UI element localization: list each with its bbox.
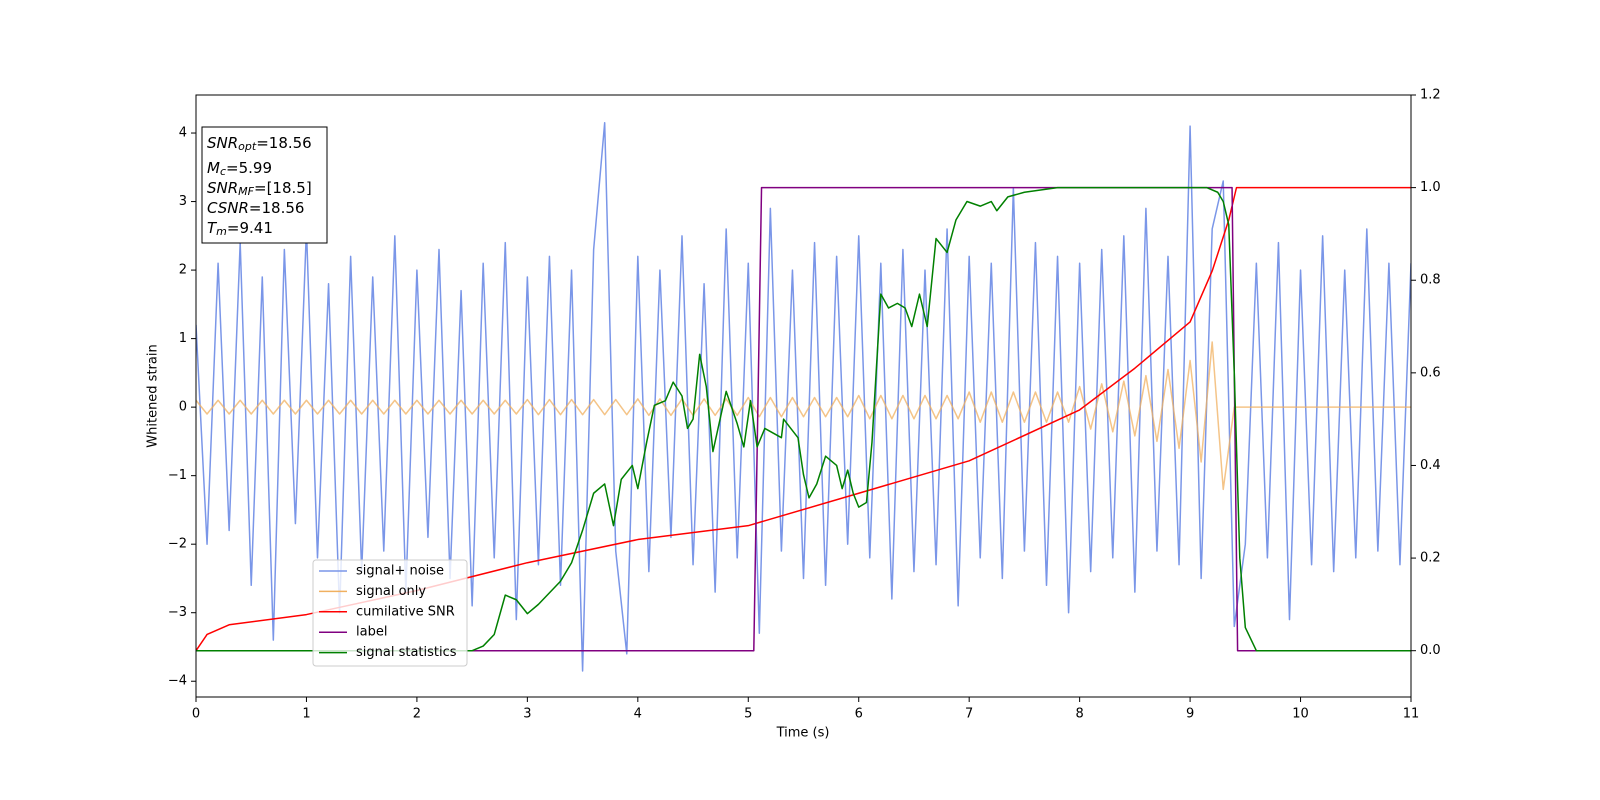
x-tick-label: 11 — [1403, 707, 1420, 722]
x-axis-label: Time (s) — [776, 726, 830, 741]
y2-tick-label: 0.8 — [1420, 273, 1441, 288]
x-tick-label: 4 — [634, 707, 642, 722]
legend-box — [312, 559, 468, 667]
annotation-line: CSNR=18.56 — [207, 199, 304, 217]
y-tick-label: −3 — [168, 605, 187, 620]
x-tick-label: 10 — [1292, 707, 1309, 722]
y-tick-label: 4 — [179, 126, 187, 141]
annotation-line: Mc=5.99 — [207, 159, 272, 179]
annotation-part: =9.41 — [227, 219, 273, 237]
x-tick-label: 6 — [855, 707, 863, 722]
series-line — [196, 186, 1411, 652]
annotation-part: SNR — [207, 134, 238, 152]
y-tick-label: 3 — [179, 194, 187, 209]
annotation-line: SNRopt=18.56 — [207, 134, 312, 154]
y-tick-label: 1 — [179, 331, 187, 346]
x-tick-label: 5 — [744, 707, 752, 722]
y2-tick-label: 0.0 — [1420, 643, 1441, 658]
y2-tick-label: 1.2 — [1420, 88, 1441, 103]
annotation-part: CSNR — [207, 199, 249, 217]
annotation-part: =[18.5] — [254, 179, 312, 197]
y2-tick-label: 0.4 — [1420, 458, 1441, 473]
series-line — [196, 122, 1411, 672]
annotation-part: =18.56 — [256, 134, 312, 152]
annotation-part: =5.99 — [226, 159, 272, 177]
annotation-part: MF — [238, 185, 254, 198]
legend-label: cumilative SNR — [356, 604, 455, 619]
y-tick-label: −1 — [168, 468, 187, 483]
series-line — [196, 186, 1411, 652]
legend-label: label — [356, 625, 387, 640]
y-tick-label: −2 — [168, 537, 187, 552]
y2-tick-label: 1.0 — [1420, 180, 1441, 195]
annotation-part: T — [207, 219, 218, 237]
y-tick-label: 0 — [179, 400, 187, 415]
legend-label: signal statistics — [356, 645, 457, 660]
legend-label: signal only — [356, 584, 426, 599]
legend-label: signal+ noise — [356, 564, 444, 579]
series-layer — [196, 122, 1411, 672]
x-tick-label: 2 — [413, 707, 421, 722]
x-tick-label: 1 — [302, 707, 310, 722]
plot-frame — [195, 94, 1412, 698]
annotation-line: Tm=9.41 — [207, 219, 273, 239]
annotation-part: M — [207, 159, 220, 177]
x-tick-label: 0 — [192, 707, 200, 722]
x-tick-label: 3 — [523, 707, 531, 722]
y-tick-label: 2 — [179, 263, 187, 278]
x-tick-label: 7 — [965, 707, 973, 722]
x-tick-label: 9 — [1186, 707, 1194, 722]
series-line — [196, 341, 1411, 491]
y-tick-label: −4 — [168, 674, 187, 689]
annotation-part: SNR — [207, 179, 238, 197]
y2-tick-label: 0.6 — [1420, 365, 1441, 380]
annotation-part: =18.56 — [249, 199, 305, 217]
annotation-part: opt — [238, 140, 257, 153]
y2-tick-label: 0.2 — [1420, 551, 1441, 566]
annotation-line: SNRMF=[18.5] — [207, 179, 312, 199]
y-axis-label: Whitened strain — [146, 344, 161, 447]
annotation-part: m — [216, 225, 227, 238]
annotation-box — [201, 126, 328, 244]
x-tick-label: 8 — [1075, 707, 1083, 722]
annotation-part: c — [220, 165, 226, 178]
